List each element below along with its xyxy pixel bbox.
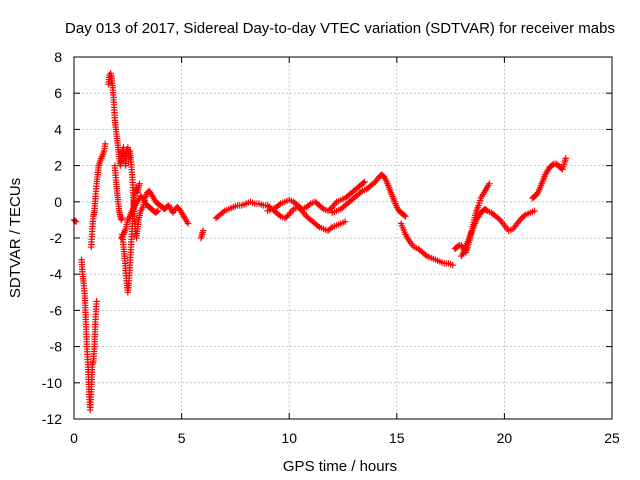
- data-point: [361, 178, 368, 186]
- y-tick-label: 0: [54, 194, 62, 210]
- data-point: [401, 212, 408, 219]
- data-point: [327, 225, 335, 232]
- y-tick-labels: -12 -10 -8 -6 -4 -2 0 2 4 6 8: [42, 49, 62, 427]
- data-point: [184, 220, 192, 227]
- y-tick-label: -6: [50, 302, 63, 318]
- x-tick-label: 25: [604, 430, 620, 446]
- data-point: [136, 180, 143, 187]
- data-point: [275, 211, 283, 219]
- data-point: [370, 179, 378, 187]
- data-point: [495, 215, 502, 222]
- data-point: [93, 298, 100, 305]
- y-tick-label: -12: [42, 411, 62, 427]
- data-point: [284, 212, 291, 219]
- tick-marks: [73, 56, 613, 420]
- y-tick-label: 8: [54, 49, 62, 65]
- data-point: [102, 140, 109, 148]
- y-tick-label: 4: [54, 121, 62, 137]
- x-tick-label: 5: [178, 430, 186, 446]
- x-axis-label: GPS time / hours: [283, 458, 397, 475]
- data-point: [199, 227, 207, 234]
- y-axis-label: SDTVAR / TECUs: [7, 178, 24, 298]
- data-point: [562, 155, 569, 162]
- data-point: [357, 188, 365, 196]
- y-tick-label: -8: [50, 339, 63, 355]
- y-tick-label: -4: [50, 266, 63, 282]
- data-point: [275, 201, 283, 209]
- data-point: [153, 208, 161, 215]
- data-point: [327, 205, 335, 212]
- data-point: [360, 179, 367, 186]
- data-point: [154, 207, 162, 215]
- data-point: [402, 213, 409, 220]
- y-tick-label: -10: [42, 375, 62, 391]
- data-point: [71, 217, 79, 225]
- data-point: [318, 204, 326, 212]
- data-point: [449, 261, 456, 269]
- y-tick-label: 6: [54, 85, 62, 101]
- data-point: [521, 212, 528, 219]
- y-tick-label: -2: [50, 230, 63, 246]
- plot-frame: [73, 56, 613, 420]
- y-tick-label: 2: [54, 158, 62, 174]
- data-point: [486, 180, 493, 187]
- data-point: [341, 218, 349, 225]
- x-tick-label: 10: [281, 430, 297, 446]
- x-tick-labels: 0 5 10 15 20 25: [70, 430, 620, 446]
- chart-title: Day 013 of 2017, Sidereal Day-to-day VTE…: [65, 20, 615, 37]
- data-markers: [70, 70, 569, 414]
- x-tick-label: 15: [389, 430, 405, 446]
- data-point: [220, 208, 227, 216]
- data-point: [314, 222, 322, 230]
- data-point: [531, 207, 538, 215]
- x-tick-label: 20: [497, 430, 513, 446]
- data-point: [454, 242, 462, 250]
- x-tick-label: 0: [70, 430, 78, 446]
- data-point: [422, 251, 429, 259]
- data-point: [306, 201, 313, 209]
- data-point: [119, 214, 126, 222]
- data-point: [482, 206, 490, 214]
